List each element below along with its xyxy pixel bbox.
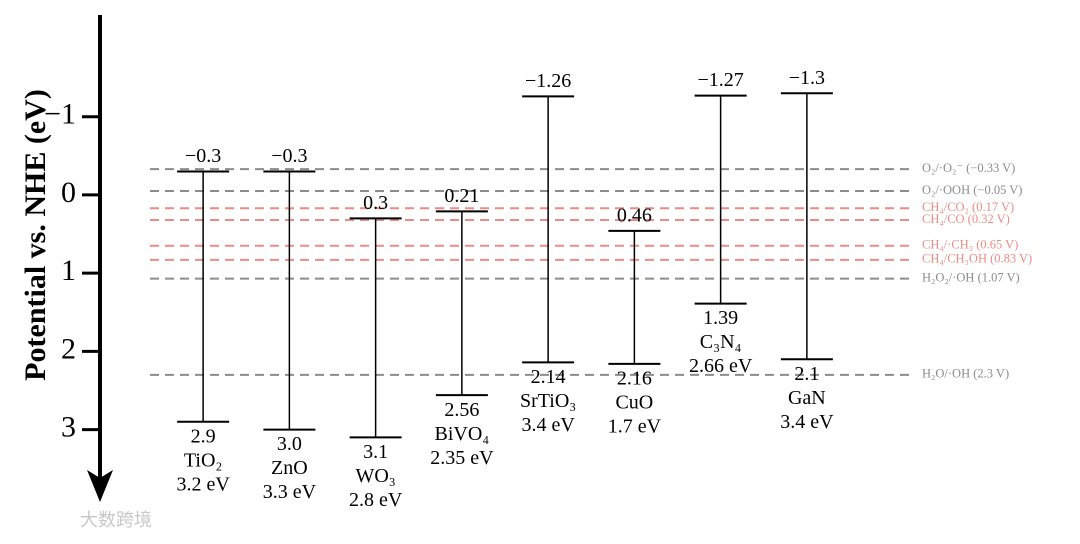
reference-label: CH₄/CO (0.32 V) — [922, 212, 1010, 226]
band-gap: 2.35 eV — [430, 447, 494, 469]
reference-label: O₂/·O₂⁻ (−0.33 V) — [922, 161, 1015, 175]
band-gap: 3.2 eV — [176, 473, 230, 495]
cb-label: 0.46 — [617, 204, 652, 226]
cb-label: −0.3 — [185, 145, 221, 167]
vb-label: 3.1 — [363, 441, 388, 463]
material-name: TiO₂ — [184, 449, 223, 471]
axis-arrow — [87, 470, 113, 502]
y-tick-label: 3 — [61, 410, 76, 443]
cb-label: −1.26 — [525, 70, 571, 92]
y-tick-label: 2 — [61, 332, 76, 365]
reference-label: H₂O/·OH (2.3 V) — [922, 367, 1009, 381]
band-gap: 2.8 eV — [349, 489, 403, 511]
band-gap: 1.7 eV — [608, 415, 662, 437]
reference-label: CH₄/CH₃OH (0.83 V) — [922, 252, 1032, 266]
material-name: ZnO — [271, 457, 308, 479]
material-name: C₃N₄ — [700, 331, 742, 353]
reference-label: O₂/·OOH (−0.05 V) — [922, 183, 1022, 197]
reference-label: CH₄/·CH₃ (0.65 V) — [922, 238, 1018, 252]
band-gap: 2.66 eV — [689, 355, 753, 377]
material-name: GaN — [788, 387, 826, 409]
cb-label: −1.27 — [697, 69, 743, 91]
vb-label: 2.9 — [191, 425, 216, 447]
cb-label: 0.21 — [444, 185, 479, 207]
band-gap: 3.3 eV — [263, 481, 317, 503]
vb-label: 2.16 — [617, 367, 652, 389]
y-axis-title: Potential vs. NHE (eV) — [19, 89, 52, 381]
cb-label: −1.3 — [789, 67, 825, 89]
material-name: BiVO₄ — [434, 423, 489, 445]
y-tick-label: −1 — [44, 98, 76, 131]
vb-label: 2.14 — [531, 366, 566, 388]
y-tick-label: 0 — [61, 176, 76, 209]
vb-label: 2.1 — [794, 363, 819, 385]
band-gap: 3.4 eV — [780, 411, 834, 433]
cb-label: −0.3 — [271, 145, 307, 167]
material-name: SrTiO₃ — [520, 390, 576, 412]
vb-label: 1.39 — [703, 307, 738, 329]
vb-label: 3.0 — [277, 433, 302, 455]
reference-label: H₂O₂/·OH (1.07 V) — [922, 270, 1020, 284]
material-name: WO₃ — [355, 465, 395, 487]
vb-label: 2.56 — [444, 399, 479, 421]
cb-label: 0.3 — [363, 192, 388, 214]
reference-label: CH₄/CO₂ (0.17 V) — [922, 200, 1014, 214]
band-gap: 3.4 eV — [521, 414, 575, 436]
y-tick-label: 1 — [61, 254, 76, 287]
material-name: CuO — [615, 391, 653, 413]
watermark: 大数跨境 — [80, 510, 152, 530]
